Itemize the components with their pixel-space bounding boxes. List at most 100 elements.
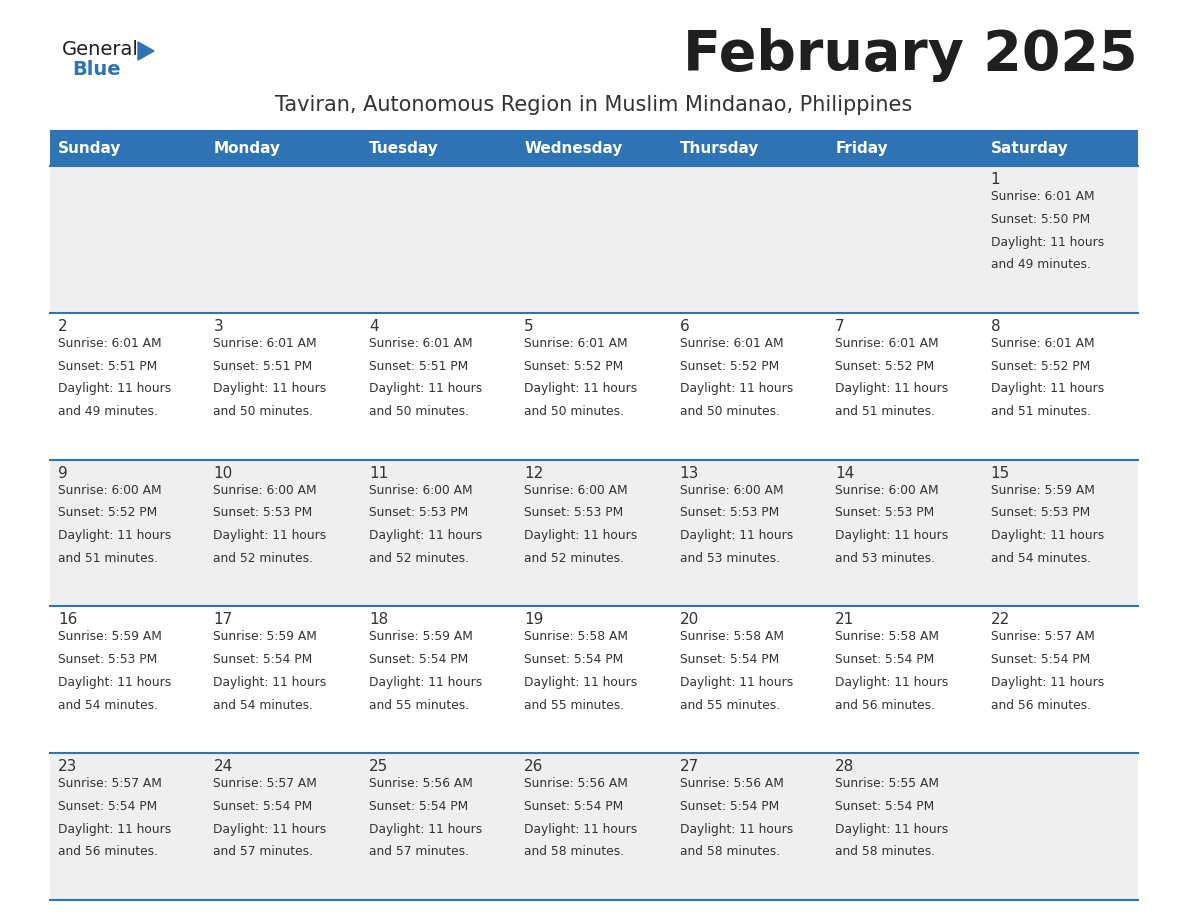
Text: 15: 15 — [991, 465, 1010, 481]
Text: 2: 2 — [58, 319, 68, 334]
Bar — [517, 313, 671, 460]
Text: 5: 5 — [524, 319, 533, 334]
Text: and 49 minutes.: and 49 minutes. — [991, 258, 1091, 271]
Text: Sunrise: 5:59 AM: Sunrise: 5:59 AM — [368, 631, 473, 644]
Text: Sunset: 5:53 PM: Sunset: 5:53 PM — [368, 507, 468, 520]
Text: Daylight: 11 hours: Daylight: 11 hours — [58, 823, 171, 835]
Text: 28: 28 — [835, 759, 854, 774]
Text: Sunset: 5:54 PM: Sunset: 5:54 PM — [524, 800, 624, 813]
Text: 8: 8 — [991, 319, 1000, 334]
Text: Sunset: 5:51 PM: Sunset: 5:51 PM — [368, 360, 468, 373]
Text: and 58 minutes.: and 58 minutes. — [835, 845, 935, 858]
Bar — [50, 460, 206, 607]
Text: and 56 minutes.: and 56 minutes. — [835, 699, 935, 711]
Text: 4: 4 — [368, 319, 379, 334]
Text: Sunrise: 6:01 AM: Sunrise: 6:01 AM — [991, 190, 1094, 203]
Text: and 53 minutes.: and 53 minutes. — [835, 552, 935, 565]
Text: 16: 16 — [58, 612, 77, 627]
Bar — [671, 460, 827, 607]
Text: Daylight: 11 hours: Daylight: 11 hours — [680, 823, 792, 835]
Text: Daylight: 11 hours: Daylight: 11 hours — [835, 382, 948, 396]
Text: Sunset: 5:54 PM: Sunset: 5:54 PM — [58, 800, 157, 813]
Text: Sunset: 5:52 PM: Sunset: 5:52 PM — [991, 360, 1089, 373]
Bar — [206, 166, 361, 313]
Text: 25: 25 — [368, 759, 388, 774]
Text: 24: 24 — [214, 759, 233, 774]
Text: Sunset: 5:52 PM: Sunset: 5:52 PM — [524, 360, 624, 373]
Text: Daylight: 11 hours: Daylight: 11 hours — [214, 676, 327, 688]
Text: Friday: Friday — [835, 140, 887, 155]
Bar — [827, 753, 982, 900]
Text: Sunset: 5:54 PM: Sunset: 5:54 PM — [680, 800, 779, 813]
Text: Sunset: 5:51 PM: Sunset: 5:51 PM — [58, 360, 157, 373]
Text: Sunrise: 6:00 AM: Sunrise: 6:00 AM — [680, 484, 783, 497]
Text: Daylight: 11 hours: Daylight: 11 hours — [524, 529, 638, 543]
Text: and 49 minutes.: and 49 minutes. — [58, 405, 158, 418]
Text: Sunrise: 5:59 AM: Sunrise: 5:59 AM — [214, 631, 317, 644]
Text: Sunset: 5:53 PM: Sunset: 5:53 PM — [835, 507, 935, 520]
Text: Sunrise: 6:01 AM: Sunrise: 6:01 AM — [368, 337, 473, 350]
Bar — [361, 166, 517, 313]
Text: Thursday: Thursday — [680, 140, 759, 155]
Text: and 51 minutes.: and 51 minutes. — [835, 405, 935, 418]
Text: Sunrise: 6:01 AM: Sunrise: 6:01 AM — [58, 337, 162, 350]
Text: Daylight: 11 hours: Daylight: 11 hours — [368, 529, 482, 543]
Bar — [982, 313, 1138, 460]
Text: Daylight: 11 hours: Daylight: 11 hours — [835, 823, 948, 835]
Text: 6: 6 — [680, 319, 689, 334]
Text: Sunrise: 5:55 AM: Sunrise: 5:55 AM — [835, 778, 940, 790]
Text: Sunset: 5:54 PM: Sunset: 5:54 PM — [835, 653, 935, 666]
Bar — [827, 607, 982, 753]
Text: and 54 minutes.: and 54 minutes. — [58, 699, 158, 711]
Bar — [361, 607, 517, 753]
Text: Sunrise: 5:59 AM: Sunrise: 5:59 AM — [991, 484, 1094, 497]
Text: Wednesday: Wednesday — [524, 140, 623, 155]
Text: Daylight: 11 hours: Daylight: 11 hours — [58, 529, 171, 543]
Text: Sunset: 5:50 PM: Sunset: 5:50 PM — [991, 213, 1089, 226]
Text: Sunrise: 5:56 AM: Sunrise: 5:56 AM — [524, 778, 628, 790]
Text: 12: 12 — [524, 465, 544, 481]
Bar — [50, 313, 206, 460]
Text: Sunset: 5:54 PM: Sunset: 5:54 PM — [214, 800, 312, 813]
Bar — [827, 313, 982, 460]
Text: Sunrise: 5:58 AM: Sunrise: 5:58 AM — [835, 631, 940, 644]
Bar — [206, 460, 361, 607]
Text: Daylight: 11 hours: Daylight: 11 hours — [680, 382, 792, 396]
Text: and 52 minutes.: and 52 minutes. — [214, 552, 314, 565]
Text: 1: 1 — [991, 172, 1000, 187]
Text: Sunset: 5:53 PM: Sunset: 5:53 PM — [524, 507, 624, 520]
Text: Daylight: 11 hours: Daylight: 11 hours — [58, 382, 171, 396]
Text: Sunset: 5:54 PM: Sunset: 5:54 PM — [368, 800, 468, 813]
Text: 23: 23 — [58, 759, 77, 774]
Text: Sunrise: 5:57 AM: Sunrise: 5:57 AM — [58, 778, 162, 790]
Text: Sunrise: 6:01 AM: Sunrise: 6:01 AM — [835, 337, 939, 350]
Bar — [50, 753, 206, 900]
Text: 3: 3 — [214, 319, 223, 334]
Text: and 53 minutes.: and 53 minutes. — [680, 552, 779, 565]
Text: Tuesday: Tuesday — [368, 140, 438, 155]
Text: Daylight: 11 hours: Daylight: 11 hours — [680, 529, 792, 543]
Text: Sunrise: 6:00 AM: Sunrise: 6:00 AM — [214, 484, 317, 497]
Text: Daylight: 11 hours: Daylight: 11 hours — [214, 529, 327, 543]
Bar — [517, 753, 671, 900]
Text: Sunset: 5:54 PM: Sunset: 5:54 PM — [680, 653, 779, 666]
Bar — [517, 607, 671, 753]
Bar — [361, 753, 517, 900]
Text: Monday: Monday — [214, 140, 280, 155]
Text: 22: 22 — [991, 612, 1010, 627]
Bar — [206, 607, 361, 753]
Bar — [982, 753, 1138, 900]
Text: and 52 minutes.: and 52 minutes. — [368, 552, 469, 565]
Text: Blue: Blue — [72, 60, 121, 79]
Text: 27: 27 — [680, 759, 699, 774]
Text: Daylight: 11 hours: Daylight: 11 hours — [680, 676, 792, 688]
Text: Sunrise: 5:56 AM: Sunrise: 5:56 AM — [368, 778, 473, 790]
Bar — [827, 460, 982, 607]
Bar — [982, 607, 1138, 753]
Bar — [671, 607, 827, 753]
Text: February 2025: February 2025 — [683, 28, 1138, 82]
Text: 26: 26 — [524, 759, 544, 774]
Text: Sunrise: 6:01 AM: Sunrise: 6:01 AM — [524, 337, 628, 350]
Bar — [50, 166, 206, 313]
Text: Sunrise: 6:00 AM: Sunrise: 6:00 AM — [368, 484, 473, 497]
